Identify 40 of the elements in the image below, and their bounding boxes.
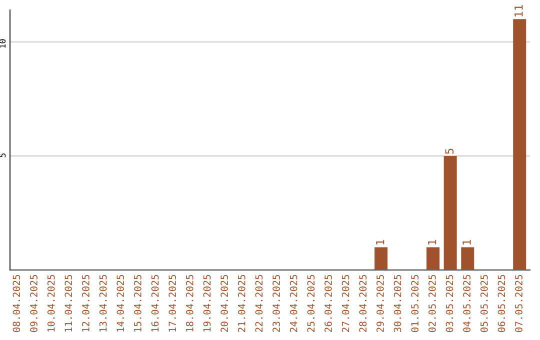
x-tick-label: 13.04.2025 bbox=[99, 274, 107, 332]
data-label: 1 bbox=[462, 240, 471, 244]
x-tick-label: 24.04.2025 bbox=[290, 274, 298, 332]
x-tick-label: 08.04.2025 bbox=[12, 274, 20, 332]
x-tick-label: 09.04.2025 bbox=[30, 274, 38, 332]
x-tick-label: 01.05.2025 bbox=[411, 274, 419, 332]
data-label: 1 bbox=[428, 240, 436, 244]
x-tick-label: 17.04.2025 bbox=[168, 274, 176, 332]
x-tick-label: 28.04.2025 bbox=[359, 274, 367, 332]
x-tick-label: 20.04.2025 bbox=[220, 274, 228, 332]
x-tick-label: 10.04.2025 bbox=[47, 274, 55, 332]
bar bbox=[513, 19, 526, 270]
bar bbox=[444, 156, 457, 270]
x-tick-label: 14.04.2025 bbox=[116, 274, 124, 332]
x-tick-label: 06.05.2025 bbox=[498, 274, 506, 332]
x-tick-label: 30.04.2025 bbox=[394, 274, 402, 332]
bar bbox=[461, 247, 474, 270]
data-label: 1 bbox=[376, 240, 384, 244]
x-tick-label: 26.04.2025 bbox=[324, 274, 332, 332]
x-tick-label: 04.05.2025 bbox=[463, 274, 470, 332]
x-tick-label: 18.04.2025 bbox=[186, 274, 194, 332]
x-tick-label: 02.05.2025 bbox=[428, 274, 436, 332]
x-tick-label: 16.04.2025 bbox=[151, 274, 159, 332]
x-tick-label: 27.04.2025 bbox=[342, 274, 350, 332]
x-tick-label: 05.05.2025 bbox=[480, 274, 488, 332]
x-tick-label: 25.04.2025 bbox=[307, 274, 315, 332]
data-label: 5 bbox=[445, 148, 454, 154]
x-tick-label: 19.04.2025 bbox=[203, 274, 211, 332]
bar bbox=[374, 247, 388, 270]
data-label: 11 bbox=[514, 5, 523, 16]
x-tick-label: 21.04.2025 bbox=[238, 274, 246, 332]
x-tick-label: 11.04.2025 bbox=[64, 274, 72, 332]
x-tick-label: 15.04.2025 bbox=[134, 274, 142, 332]
x-tick-label: 22.04.2025 bbox=[255, 274, 263, 332]
bar bbox=[426, 247, 440, 270]
x-tick-label: 07.05.2025 bbox=[515, 274, 522, 332]
x-tick-label: 23.04.2025 bbox=[272, 274, 280, 332]
x-tick-label: 29.04.2025 bbox=[376, 274, 384, 332]
x-tick-label: 12.04.2025 bbox=[82, 274, 90, 332]
x-tick-label: 03.05.2025 bbox=[446, 274, 454, 332]
